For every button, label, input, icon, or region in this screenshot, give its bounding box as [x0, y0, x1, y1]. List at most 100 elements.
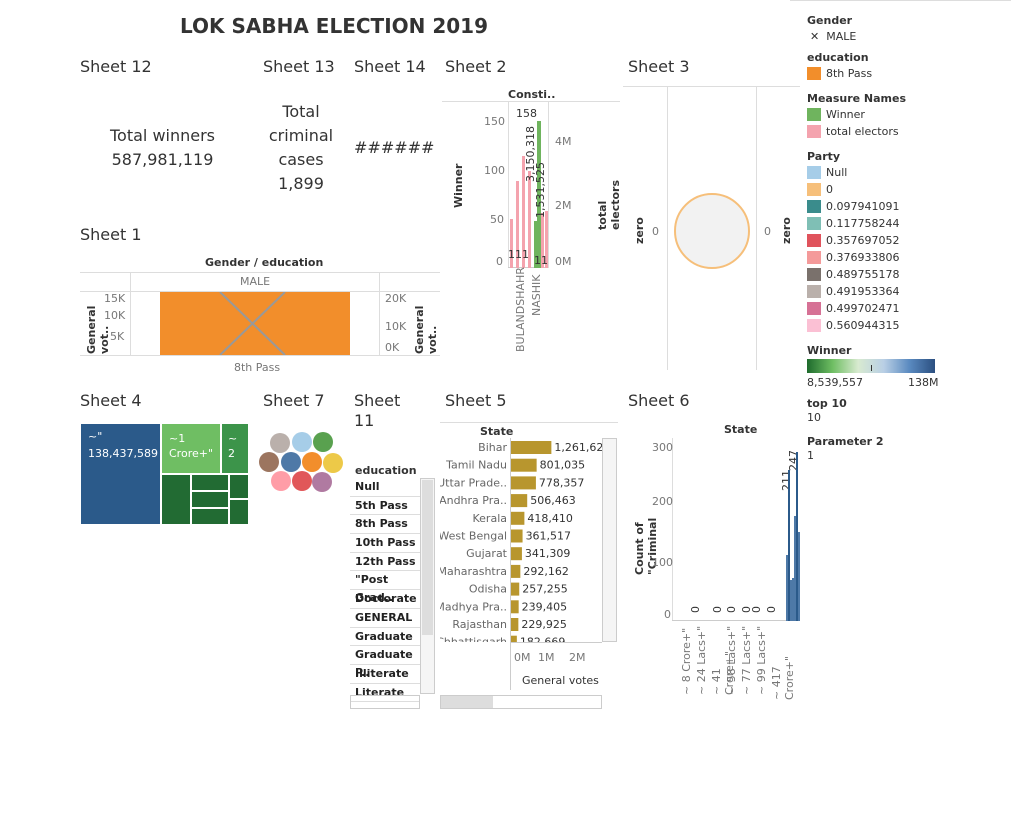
party-item[interactable]: 0.357697052	[807, 232, 1007, 249]
party-item[interactable]: Null	[807, 164, 1007, 181]
party-item[interactable]: 0.560944315	[807, 317, 1007, 334]
legend-education-item[interactable]: 8th Pass	[807, 65, 1007, 82]
criminal-label-line1: Total	[282, 102, 320, 121]
education-item[interactable]: 5th Pass	[350, 497, 420, 516]
total-criminal-kpi: Total criminal cases 1,899	[258, 100, 344, 196]
treemap-cell-mid[interactable]: ~1 Crore+"	[162, 424, 220, 473]
sheet1-right-tick: 10K	[385, 320, 407, 333]
treemap-cell-big[interactable]: ~" 138,437,589	[81, 424, 160, 524]
measure-item[interactable]: Winner	[807, 106, 1007, 123]
state-bar[interactable]	[511, 635, 517, 642]
sheet3-circle-mark[interactable]	[674, 193, 750, 269]
sheet2-left-tick: 150	[484, 115, 505, 128]
education-item[interactable]: GENERAL	[350, 609, 420, 628]
state-value: 292,162	[523, 565, 569, 578]
party-item[interactable]: 0	[807, 181, 1007, 198]
state-bar[interactable]	[511, 476, 536, 490]
winner-min: 8,539,557	[807, 376, 863, 389]
total-winners-label: Total winners	[109, 126, 216, 145]
top10-value[interactable]: 10	[807, 411, 821, 424]
party-item[interactable]: 0.117758244	[807, 215, 1007, 232]
sheet1-bar[interactable]	[160, 292, 350, 355]
sheet11-header: education	[355, 464, 417, 477]
state-bar[interactable]	[511, 564, 521, 578]
education-item[interactable]: 10th Pass	[350, 534, 420, 553]
party-item[interactable]: 0.376933806	[807, 249, 1007, 266]
sheet6-tick: 100	[652, 556, 673, 569]
sheet6-category: ~ 24 Lacs+"	[695, 625, 708, 695]
education-item[interactable]: Null	[350, 478, 420, 497]
state-bar[interactable]	[511, 511, 525, 525]
sheet2-left-tick: 50	[490, 213, 504, 226]
measure-item[interactable]: total electors	[807, 123, 1007, 140]
sheet5-horizontal-scrollbar[interactable]	[440, 695, 602, 709]
state-bar[interactable]	[511, 547, 522, 561]
sheet2-chart: Consti.. Winner total electors 150 100 5…	[442, 88, 622, 358]
treemap-big-label: ~"	[88, 430, 103, 443]
sheet6-tick: 300	[652, 441, 673, 454]
state-label: Madhya Pra..	[440, 600, 507, 613]
party-item[interactable]: 0.491953364	[807, 283, 1007, 300]
criminal-label-line3: cases	[278, 150, 324, 169]
swatch	[807, 302, 821, 315]
education-item[interactable]: Illiterate	[350, 665, 420, 684]
sheet2-bars[interactable]	[508, 101, 548, 268]
swatch	[807, 217, 821, 230]
sheet11-horizontal-scrollbar[interactable]	[350, 695, 420, 709]
treemap-big-value: 138,437,589	[88, 447, 158, 460]
state-bar[interactable]	[511, 582, 520, 596]
param2-value[interactable]: 1	[807, 449, 814, 462]
state-label: Tamil Nadu	[445, 459, 507, 472]
state-label: West Bengal	[440, 530, 507, 543]
scrollbar-thumb[interactable]	[441, 696, 493, 708]
sheet2-right-tick: 0M	[555, 255, 572, 268]
legend-winner-title: Winner	[807, 344, 852, 357]
sheet5-scrollbar[interactable]	[602, 438, 617, 642]
state-label: Andhra Pra..	[440, 494, 507, 507]
winner-color-ramp[interactable]	[807, 359, 935, 373]
sheet3-right-tick: 0	[764, 225, 771, 238]
sheet2-bar-label: 1	[541, 254, 548, 267]
sheet1-title: Sheet 1	[80, 225, 142, 244]
measure-label: total electors	[826, 125, 899, 138]
education-item[interactable]: "Post Grad..	[350, 571, 420, 604]
sheet6-tick: 0	[664, 608, 671, 621]
education-item[interactable]: Doctorate	[350, 590, 420, 609]
state-bar[interactable]	[511, 529, 523, 543]
education-list-scrollbar[interactable]	[420, 478, 435, 694]
sheet5-rows[interactable]: Bihar 1,261,624 Tamil Nadu 801,035 Uttar Pra…	[440, 438, 602, 642]
treemap-cell[interactable]	[192, 509, 228, 524]
sheet2-bar-label: 1	[508, 248, 515, 261]
education-item[interactable]: Graduate P..	[350, 646, 420, 679]
sheet6-category: ~ 77 Lacs+"	[740, 625, 753, 695]
state-bar[interactable]	[511, 458, 537, 472]
education-item[interactable]: 12th Pass	[350, 553, 420, 572]
state-bar[interactable]	[511, 494, 528, 508]
treemap-cell[interactable]	[230, 500, 248, 524]
scrollbar-thumb[interactable]	[422, 480, 433, 635]
state-bar[interactable]	[511, 600, 519, 614]
criminal-value: 1,899	[278, 174, 324, 193]
legend-gender-item[interactable]: ✕ MALE	[807, 28, 1007, 45]
party-item[interactable]: 0.097941091	[807, 198, 1007, 215]
treemap-cell[interactable]	[192, 492, 228, 507]
state-label: Uttar Prade..	[440, 476, 507, 489]
treemap-cell[interactable]	[192, 475, 228, 490]
treemap-cell[interactable]	[230, 475, 248, 498]
state-label: Chhattisgarh	[440, 636, 507, 642]
education-item[interactable]: 8th Pass	[350, 515, 420, 535]
treemap-small-label1: ~	[228, 432, 238, 445]
sheet6-chart: State Count of "Criminal 300 200 100 0 0…	[630, 420, 805, 710]
party-item[interactable]: 0.499702471	[807, 300, 1007, 317]
sheet5-axis-label: General votes	[522, 674, 599, 687]
state-bar[interactable]	[511, 441, 552, 454]
sheet7-packed-bubbles[interactable]	[257, 430, 347, 496]
sheet6-bars[interactable]	[785, 450, 801, 621]
treemap-cell-small[interactable]: ~ 2	[222, 424, 248, 473]
education-item[interactable]: Graduate	[350, 628, 420, 647]
party-item[interactable]: 0.489755178	[807, 266, 1007, 283]
state-bar[interactable]	[511, 618, 519, 631]
sheet1-right-tick: 0K	[385, 341, 400, 354]
treemap-cell[interactable]	[162, 475, 190, 524]
state-value: 778,357	[539, 476, 585, 489]
